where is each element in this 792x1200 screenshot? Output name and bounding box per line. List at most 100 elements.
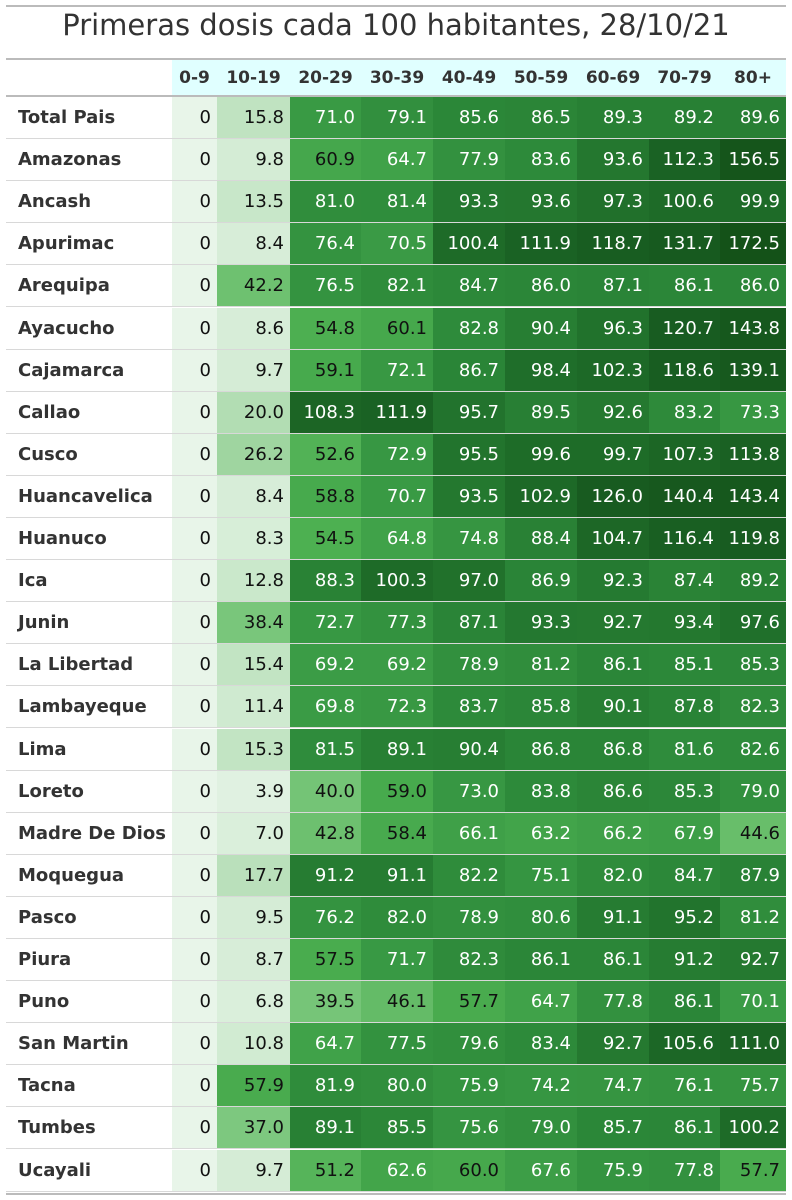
value-cell: 0 — [172, 939, 217, 982]
value-cell: 77.8 — [577, 981, 649, 1024]
value-cell: 77.5 — [361, 1023, 433, 1066]
value-cell: 0 — [172, 307, 217, 350]
column-header: 0-9 — [172, 60, 217, 97]
value-cell: 76.5 — [290, 265, 361, 308]
value-cell: 0 — [172, 896, 217, 939]
value-cell: 9.7 — [217, 1149, 290, 1192]
value-cell: 85.8 — [505, 686, 577, 729]
value-cell: 91.1 — [577, 896, 649, 939]
value-cell: 64.8 — [361, 518, 433, 561]
column-header: 10-19 — [217, 60, 290, 97]
value-cell: 83.7 — [433, 686, 505, 729]
value-cell: 64.7 — [290, 1023, 361, 1066]
row-label: San Martin — [6, 1023, 172, 1066]
value-cell: 75.6 — [433, 1107, 505, 1150]
value-cell: 70.1 — [720, 981, 786, 1024]
value-cell: 96.3 — [577, 307, 649, 350]
value-cell: 81.4 — [361, 181, 433, 224]
value-cell: 86.1 — [649, 981, 720, 1024]
value-cell: 15.8 — [217, 97, 290, 140]
value-cell: 118.6 — [649, 349, 720, 392]
value-cell: 72.3 — [361, 686, 433, 729]
value-cell: 87.9 — [720, 854, 786, 897]
value-cell: 59.0 — [361, 770, 433, 813]
value-cell: 0 — [172, 644, 217, 687]
value-cell: 86.0 — [720, 265, 786, 308]
value-cell: 62.6 — [361, 1149, 433, 1192]
value-cell: 69.8 — [290, 686, 361, 729]
value-cell: 111.9 — [361, 391, 433, 434]
value-cell: 89.6 — [720, 97, 786, 140]
value-cell: 60.0 — [433, 1149, 505, 1192]
value-cell: 51.2 — [290, 1149, 361, 1192]
value-cell: 58.4 — [361, 812, 433, 855]
value-cell: 91.2 — [290, 854, 361, 897]
value-cell: 111.9 — [505, 223, 577, 266]
value-cell: 93.3 — [505, 602, 577, 645]
value-cell: 81.6 — [649, 728, 720, 771]
value-cell: 143.4 — [720, 475, 786, 518]
value-cell: 15.4 — [217, 644, 290, 687]
value-cell: 9.7 — [217, 349, 290, 392]
row-label: Cusco — [6, 434, 172, 476]
row-label: Pasco — [6, 897, 172, 939]
value-cell: 143.8 — [720, 307, 786, 350]
value-cell: 86.1 — [649, 265, 720, 308]
value-cell: 72.9 — [361, 433, 433, 476]
value-cell: 72.1 — [361, 349, 433, 392]
value-cell: 89.1 — [290, 1107, 361, 1150]
value-cell: 82.0 — [577, 854, 649, 897]
value-cell: 0 — [172, 981, 217, 1024]
value-cell: 85.3 — [649, 770, 720, 813]
value-cell: 57.7 — [433, 981, 505, 1024]
value-cell: 8.3 — [217, 518, 290, 561]
value-cell: 93.3 — [433, 181, 505, 224]
value-cell: 6.8 — [217, 981, 290, 1024]
value-cell: 0 — [172, 265, 217, 308]
value-cell: 81.5 — [290, 728, 361, 771]
value-cell: 44.6 — [720, 812, 786, 855]
row-label: Lima — [6, 729, 172, 771]
value-cell: 71.7 — [361, 939, 433, 982]
value-cell: 85.6 — [433, 97, 505, 140]
value-cell: 69.2 — [290, 644, 361, 687]
value-cell: 75.9 — [577, 1149, 649, 1192]
value-cell: 88.4 — [505, 518, 577, 561]
value-cell: 60.9 — [290, 139, 361, 182]
value-cell: 0 — [172, 812, 217, 855]
value-cell: 81.2 — [505, 644, 577, 687]
value-cell: 87.1 — [577, 265, 649, 308]
value-cell: 17.7 — [217, 854, 290, 897]
value-cell: 0 — [172, 770, 217, 813]
value-cell: 92.7 — [577, 602, 649, 645]
header-rule — [6, 58, 786, 60]
value-cell: 38.4 — [217, 602, 290, 645]
value-cell: 15.3 — [217, 728, 290, 771]
value-cell: 8.4 — [217, 223, 290, 266]
value-cell: 83.8 — [505, 770, 577, 813]
value-cell: 81.2 — [720, 896, 786, 939]
value-cell: 91.1 — [361, 854, 433, 897]
value-cell: 102.9 — [505, 475, 577, 518]
value-cell: 93.6 — [577, 139, 649, 182]
value-cell: 89.3 — [577, 97, 649, 140]
value-cell: 67.6 — [505, 1149, 577, 1192]
value-cell: 77.9 — [433, 139, 505, 182]
value-cell: 71.0 — [290, 97, 361, 140]
value-cell: 87.8 — [649, 686, 720, 729]
value-cell: 126.0 — [577, 475, 649, 518]
row-label: Apurimac — [6, 223, 172, 266]
value-cell: 60.1 — [361, 307, 433, 350]
value-cell: 85.7 — [577, 1107, 649, 1150]
row-label: Madre De Dios — [6, 813, 172, 855]
value-cell: 90.1 — [577, 686, 649, 729]
title: Primeras dosis cada 100 habitantes, 28/1… — [62, 8, 730, 42]
value-cell: 39.5 — [290, 981, 361, 1024]
value-cell: 86.9 — [505, 560, 577, 603]
value-cell: 86.8 — [505, 728, 577, 771]
value-cell: 83.6 — [505, 139, 577, 182]
value-cell: 0 — [172, 1149, 217, 1192]
column-header: 70-79 — [649, 60, 720, 97]
value-cell: 102.3 — [577, 349, 649, 392]
value-cell: 76.2 — [290, 896, 361, 939]
